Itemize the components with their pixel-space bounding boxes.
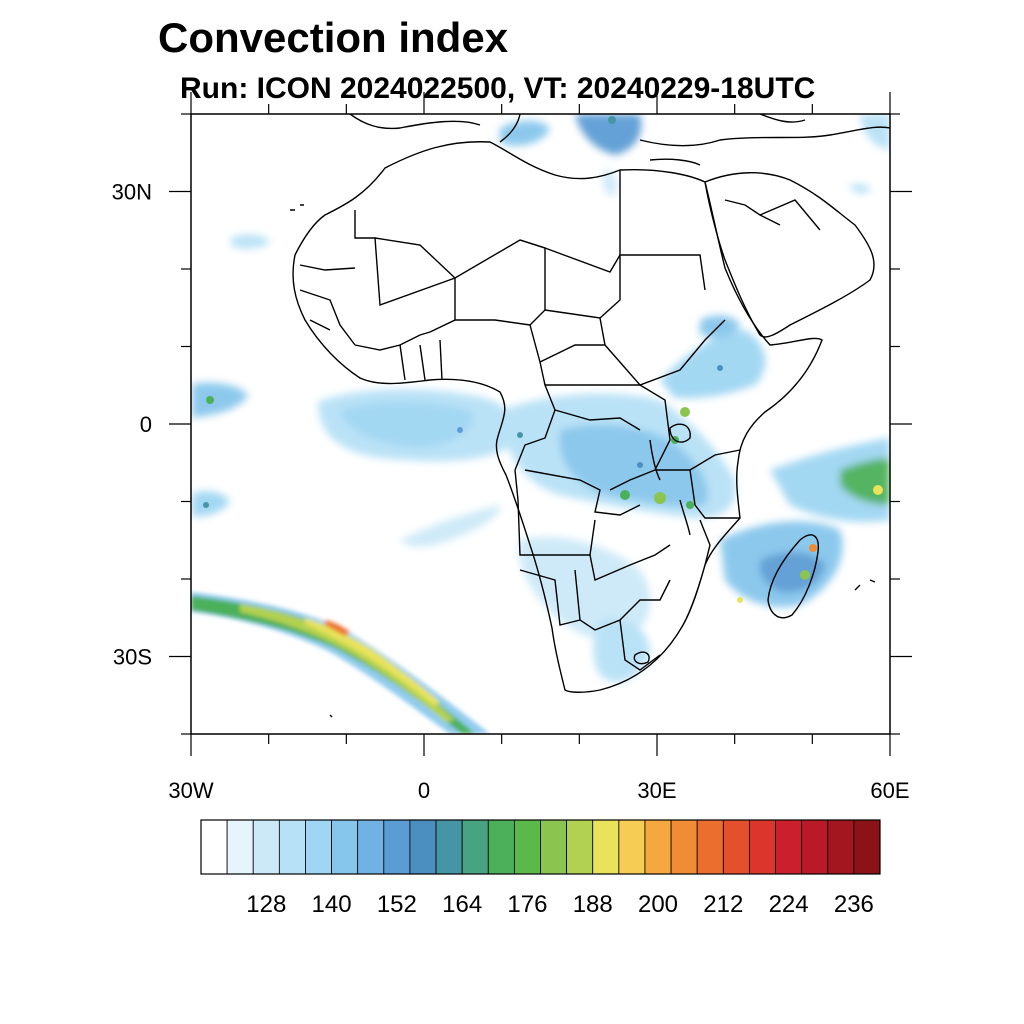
colorbar-swatch: [540, 819, 568, 875]
colorbar-swatch: [513, 819, 541, 875]
colorbar-swatch: [592, 819, 620, 875]
colorbar-label: 212: [703, 891, 743, 918]
colorbar-swatch: [409, 819, 437, 875]
colorbar-swatch: [435, 819, 463, 875]
coastlines-borders: [290, 114, 890, 718]
colorbar-swatch: [670, 819, 698, 875]
colorbar-swatch: [722, 819, 750, 875]
lat-tick-label: 30N: [112, 180, 152, 205]
colorbar-swatch: [252, 819, 280, 875]
colorbar-swatch: [331, 819, 359, 875]
colorbar-label: 188: [573, 891, 613, 918]
lon-tick-label: 0: [418, 778, 430, 803]
map-subtitle: Run: ICON 2024022500, VT: 20240229-18UTC: [180, 72, 816, 105]
colorbar-swatch: [200, 819, 228, 875]
colorbar-label: 140: [312, 891, 352, 918]
lon-tick-label: 30E: [637, 778, 676, 803]
colorbar-label: 176: [507, 891, 547, 918]
colorbar-swatch: [226, 819, 254, 875]
colorbar-swatch: [775, 819, 803, 875]
colorbar-swatch: [644, 819, 672, 875]
colorbar-swatch: [827, 819, 855, 875]
colorbar: 128 140 152 164 176 188 200 212 224 236: [200, 819, 881, 918]
colorbar-swatch: [696, 819, 724, 875]
colorbar-swatch: [487, 819, 515, 875]
colorbar-swatch: [853, 819, 881, 875]
colorbar-label: 152: [377, 891, 417, 918]
colorbar-label: 224: [769, 891, 809, 918]
colorbar-swatch: [566, 819, 594, 875]
colorbar-swatch: [357, 819, 385, 875]
colorbar-swatch: [618, 819, 646, 875]
colorbar-swatch: [383, 819, 411, 875]
axis-tick-labels: 30W 0 30E 60E 30N 0 30S: [112, 180, 910, 804]
colorbar-label: 200: [638, 891, 678, 918]
colorbar-swatch: [305, 819, 332, 875]
colorbar-swatch: [801, 819, 829, 875]
lat-tick-label: 0: [140, 412, 152, 437]
colorbar-swatch: [749, 819, 776, 875]
convection-field: [191, 114, 890, 734]
colorbar-label: 236: [834, 891, 874, 918]
colorbar-frame: [200, 819, 881, 875]
colorbar-label: 164: [442, 891, 482, 918]
lon-tick-label: 60E: [870, 778, 909, 803]
colorbar-swatch: [278, 819, 306, 875]
colorbar-swatch: [461, 819, 489, 875]
colorbar-label: 128: [246, 891, 286, 918]
axis-ticks: [169, 92, 912, 756]
map-title: Convection index: [158, 14, 509, 61]
lat-tick-label: 30S: [113, 645, 152, 670]
lon-tick-label: 30W: [168, 778, 213, 803]
